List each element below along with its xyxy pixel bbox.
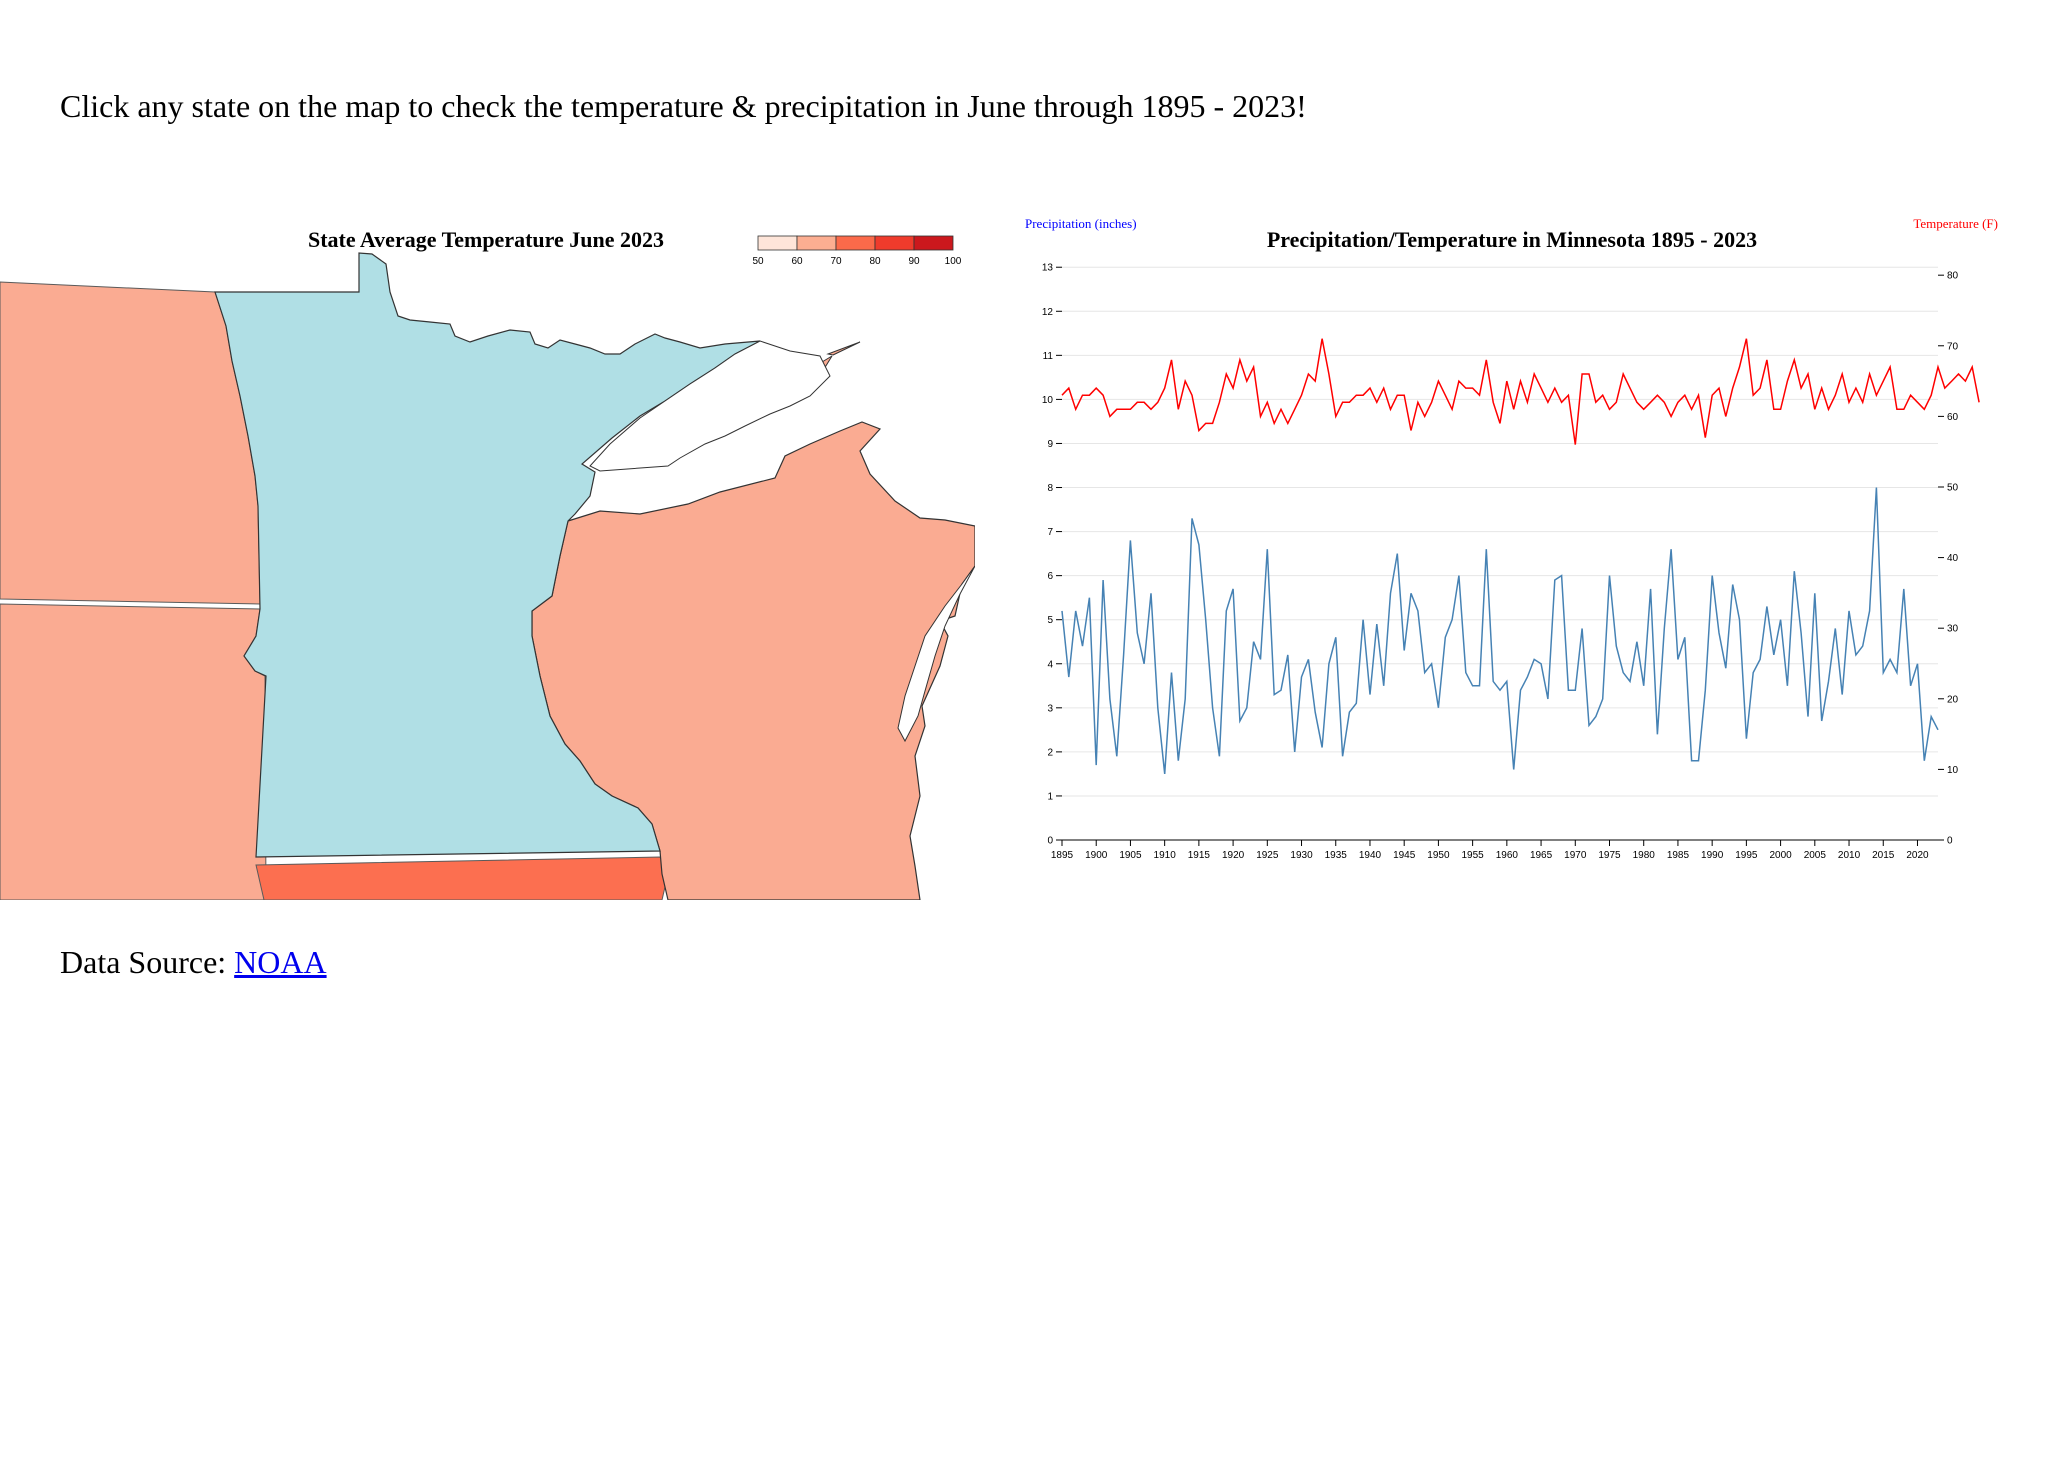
precip-temp-chart: Precipitation/Temperature in Minnesota 1… — [1025, 216, 1998, 861]
x-tick-label: 1905 — [1119, 850, 1142, 861]
left-tick-label: 7 — [1047, 527, 1053, 538]
state-michigan-up[interactable] — [826, 341, 861, 356]
x-tick-label: 1915 — [1188, 850, 1211, 861]
chart-grid — [1062, 266, 1938, 841]
x-tick-label: 1955 — [1462, 850, 1485, 861]
x-tick-label: 1895 — [1051, 850, 1074, 861]
legend-tick-label: 90 — [908, 256, 920, 267]
y-right-label: Temperature (F) — [1913, 216, 1998, 231]
right-axis: 0 10 20 30 40 50 60 70 80 — [1938, 271, 1959, 847]
map-legend: 50 60 70 80 90 100 — [752, 235, 962, 267]
left-tick-label: 8 — [1047, 483, 1053, 494]
left-tick-label: 5 — [1047, 615, 1053, 626]
right-tick-label: 70 — [1947, 341, 1959, 352]
chart-title: Precipitation/Temperature in Minnesota 1… — [1267, 227, 1757, 252]
map-states — [0, 252, 975, 900]
left-tick-label: 12 — [1042, 307, 1054, 318]
x-tick-label: 1965 — [1530, 850, 1553, 861]
left-tick-label: 4 — [1047, 659, 1053, 670]
data-source-label: Data Source: — [60, 944, 235, 980]
x-tick-label: 2020 — [1906, 850, 1929, 861]
y-left-label: Precipitation (inches) — [1025, 216, 1137, 231]
legend-tick-label: 60 — [791, 256, 803, 267]
state-temperature-map: State Average Temperature June 2023 50 60… — [0, 227, 975, 900]
state-north-dakota[interactable] — [0, 281, 261, 605]
left-tick-label: 11 — [1043, 351, 1054, 362]
x-tick-label: 1930 — [1290, 850, 1313, 861]
lake-michigan — [897, 565, 975, 743]
x-tick-label: 2000 — [1769, 850, 1792, 861]
x-tick-label: 1990 — [1701, 850, 1724, 861]
x-tick-label: 2015 — [1872, 850, 1895, 861]
x-tick-label: 1900 — [1085, 850, 1108, 861]
legend-tick-label: 100 — [945, 256, 962, 267]
state-south-dakota[interactable] — [0, 603, 267, 900]
left-tick-label: 0 — [1047, 836, 1053, 847]
x-tick-label: 1950 — [1427, 850, 1450, 861]
x-tick-label: 1960 — [1496, 850, 1519, 861]
x-axis: 1895 1900 1905 1910 1915 1920 1925 1930 1935 1940… — [1051, 839, 1938, 861]
right-tick-label: 0 — [1947, 836, 1953, 847]
precipitation-line — [1061, 487, 1939, 774]
right-tick-label: 40 — [1947, 553, 1959, 564]
right-tick-label: 80 — [1947, 271, 1959, 282]
state-minnesota[interactable] — [214, 252, 761, 858]
left-tick-label: 2 — [1047, 747, 1053, 758]
legend-swatch — [796, 235, 837, 251]
lake-superior — [589, 340, 831, 472]
left-tick-label: 3 — [1047, 703, 1053, 714]
legend-tick-label: 80 — [869, 256, 881, 267]
left-tick-label: 10 — [1042, 395, 1054, 406]
x-tick-label: 1995 — [1735, 850, 1758, 861]
x-tick-label: 1910 — [1154, 850, 1177, 861]
right-tick-label: 10 — [1947, 765, 1959, 776]
x-tick-label: 1985 — [1667, 850, 1690, 861]
x-tick-label: 2005 — [1804, 850, 1827, 861]
legend-swatch — [874, 235, 915, 251]
right-tick-label: 20 — [1947, 694, 1959, 705]
left-tick-label: 9 — [1047, 439, 1053, 450]
series-lines — [1061, 338, 1980, 774]
left-tick-label: 13 — [1042, 263, 1054, 274]
x-tick-label: 1945 — [1393, 850, 1416, 861]
legend-tick-label: 70 — [830, 256, 842, 267]
x-tick-label: 2010 — [1838, 850, 1861, 861]
right-tick-label: 30 — [1947, 624, 1959, 635]
legend-tick-label: 50 — [752, 256, 764, 267]
right-tick-label: 60 — [1947, 412, 1959, 423]
right-tick-label: 50 — [1947, 482, 1959, 493]
x-tick-label: 1940 — [1359, 850, 1382, 861]
x-tick-label: 1920 — [1222, 850, 1245, 861]
x-tick-label: 1935 — [1325, 850, 1348, 861]
noaa-link[interactable]: NOAA — [234, 944, 327, 980]
state-iowa[interactable] — [255, 856, 669, 900]
intro-text: Click any state on the map to check the … — [60, 88, 1307, 124]
x-tick-label: 1970 — [1564, 850, 1587, 861]
x-tick-label: 1925 — [1256, 850, 1279, 861]
left-tick-label: 6 — [1047, 571, 1053, 582]
legend-swatch — [757, 235, 798, 251]
x-tick-label: 1975 — [1598, 850, 1621, 861]
map-title: State Average Temperature June 2023 — [308, 227, 664, 252]
left-tick-label: 1 — [1047, 791, 1053, 802]
temperature-line — [1061, 338, 1980, 445]
x-tick-label: 1980 — [1633, 850, 1656, 861]
legend-swatch — [835, 235, 876, 251]
legend-swatch — [913, 235, 954, 251]
data-source: Data Source: NOAA — [60, 944, 327, 981]
